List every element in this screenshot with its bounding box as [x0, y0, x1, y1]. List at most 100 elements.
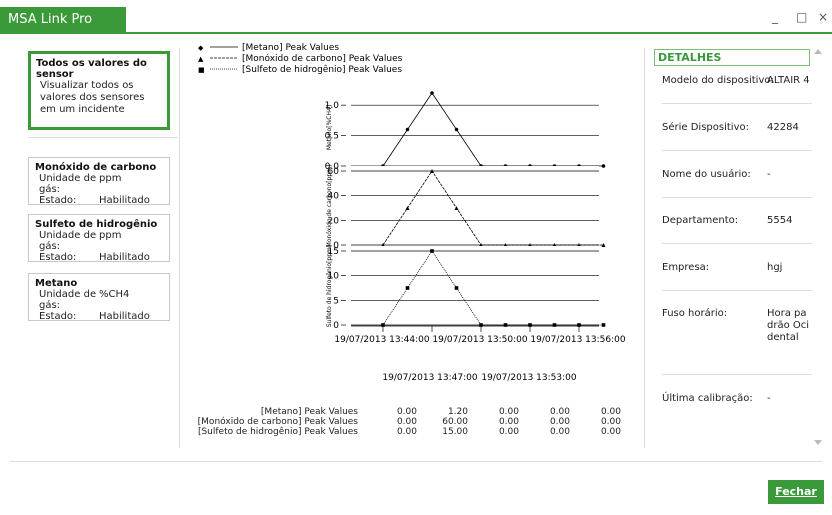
x-tick-label: 19/07/2013 13:56:00	[530, 335, 625, 345]
y-tick-label: 1.0	[325, 101, 340, 111]
data-point	[528, 323, 532, 327]
data-point	[405, 127, 410, 132]
sensor-name: Monóxido de carbono	[35, 162, 157, 173]
table-cell: 0.00	[396, 417, 417, 427]
data-point	[430, 169, 434, 173]
close-button[interactable]: Fechar	[768, 480, 824, 504]
sensor-card[interactable]: Sulfeto de hidrogênio Unidade de gás: ppm…	[28, 214, 170, 263]
unit-label: Unidade de gás:	[39, 289, 97, 311]
detail-label: Série Dispositivo:	[662, 122, 749, 133]
detail-value: ALTAIR 4	[767, 75, 810, 86]
app-title: MSA Link Pro	[0, 7, 126, 33]
y-tick-label: 0.5	[325, 132, 339, 142]
x-tick-label: 19/07/2013 13:53:00	[481, 373, 576, 383]
detail-value: 5554	[767, 215, 793, 226]
unit-value: ppm	[99, 173, 122, 184]
detail-value: -	[767, 393, 771, 404]
y-axis-label: Metano[%CH4]	[326, 105, 333, 150]
legend-label: [Sulfeto de hidrogênio] Peak Values	[242, 64, 402, 75]
title-bar: MSA Link Pro _ □ ×	[0, 0, 832, 33]
y-tick-label: 15	[328, 247, 339, 257]
data-point	[381, 323, 385, 327]
table-cell: 0.00	[498, 407, 519, 417]
series-line	[382, 170, 604, 246]
state-value: Habilitado	[99, 311, 150, 322]
sensor-sidebar: Todos os valores do sensor Visualizar to…	[0, 34, 180, 452]
detail-value: hgj	[767, 262, 783, 273]
y-tick-label: 60	[328, 167, 340, 177]
details-panel: DETALHES Modelo do dispositivo: ALTAIR 4 …	[654, 49, 814, 404]
plot-background	[351, 88, 599, 167]
detail-label: Modelo do dispositivo:	[662, 75, 774, 86]
y-tick-label: 40	[328, 192, 340, 202]
y-tick-label: 0	[333, 321, 339, 331]
title-accent-line	[0, 32, 832, 34]
detail-divider	[662, 197, 812, 198]
x-tick-label: 19/07/2013 13:50:00	[432, 335, 527, 345]
table-cell: 0.00	[549, 427, 570, 437]
state-label: Estado:	[39, 195, 77, 206]
data-point	[601, 164, 606, 168]
table-cell: 0.00	[396, 427, 417, 437]
state-value: Habilitado	[99, 195, 150, 206]
state-value: Habilitado	[99, 252, 150, 263]
data-point	[601, 243, 606, 247]
maximize-icon[interactable]: □	[796, 10, 808, 24]
series-line	[382, 250, 604, 326]
chart-svg: ◆ [Metano] Peak Values ▲ [Monóxido de carbo…	[198, 43, 626, 383]
table-cell: 15.00	[442, 427, 468, 437]
footer-divider	[10, 461, 822, 462]
sidebar-item-desc: Visualizar todos os valores dos sensores…	[40, 80, 145, 115]
table-cell: 0.00	[549, 407, 570, 417]
y-tick-label: 20	[328, 216, 340, 226]
detail-label: Última calibração:	[662, 393, 753, 404]
chart-area: ◆ [Metano] Peak Values ▲ [Monóxido de carbo…	[180, 34, 640, 404]
table-cell: 60.00	[442, 417, 468, 427]
detail-label: Nome do usuário:	[662, 169, 751, 180]
x-tick-label: 19/07/2013 13:47:00	[382, 373, 477, 383]
table-cell: 0.00	[498, 417, 519, 427]
close-icon[interactable]: ×	[818, 10, 829, 24]
sensor-card[interactable]: Monóxido de carbono Unidade de gás: ppm E…	[28, 157, 170, 206]
data-point	[454, 127, 459, 132]
series-name: [Metano] Peak Values	[260, 407, 358, 417]
unit-value: ppm	[99, 230, 122, 241]
table-cell: 0.00	[600, 407, 621, 417]
sidebar-item-title: Todos os valores do sensor	[36, 58, 147, 80]
details-scrollbar[interactable]	[814, 48, 822, 448]
details-header: DETALHES	[654, 49, 810, 66]
data-point	[601, 323, 606, 327]
plot-background	[351, 246, 599, 326]
y-tick-label: 10	[328, 272, 340, 282]
detail-divider	[662, 374, 812, 375]
data-point	[430, 249, 434, 253]
series-name: [Monóxido de carbono] Peak Values	[197, 417, 358, 427]
details-divider	[644, 48, 645, 448]
detail-divider	[662, 243, 812, 244]
y-axis-label: Monóxido de carbono[ppm]	[326, 165, 333, 248]
detail-label: Empresa:	[662, 262, 710, 273]
x-tick-label: 19/07/2013 13:44:00	[334, 335, 429, 345]
legend-marker: ▲	[198, 55, 204, 63]
detail-value: Hora padrão Ocidental	[767, 308, 810, 343]
sidebar-divider	[28, 137, 178, 138]
values-table: [Metano] Peak Values 0.00 1.20 0.00 0.00 0.00…	[190, 407, 621, 437]
data-point	[454, 286, 459, 290]
column-divider	[179, 48, 180, 448]
data-point	[552, 323, 557, 327]
data-point	[577, 323, 581, 327]
data-point	[503, 323, 508, 327]
table-row: [Monóxido de carbono] Peak Values 0.00 60.…	[190, 417, 621, 427]
state-label: Estado:	[39, 311, 77, 322]
sensor-card[interactable]: Metano Unidade de gás: %CH4 Estado: Habili…	[28, 273, 170, 322]
detail-divider	[662, 150, 812, 151]
detail-divider	[662, 290, 812, 291]
table-row: [Sulfeto de hidrogênio] Peak Values 0.00 1…	[190, 427, 621, 437]
minimize-icon[interactable]: _	[772, 10, 778, 24]
table-cell: 1.20	[447, 407, 468, 417]
data-point	[405, 206, 410, 210]
y-tick-label: 0.0	[325, 162, 340, 172]
sidebar-item-all-sensors[interactable]: Todos os valores do sensor Visualizar to…	[28, 51, 170, 130]
table-cell: 0.00	[600, 417, 621, 427]
sensor-name: Sulfeto de hidrogênio	[35, 219, 158, 230]
